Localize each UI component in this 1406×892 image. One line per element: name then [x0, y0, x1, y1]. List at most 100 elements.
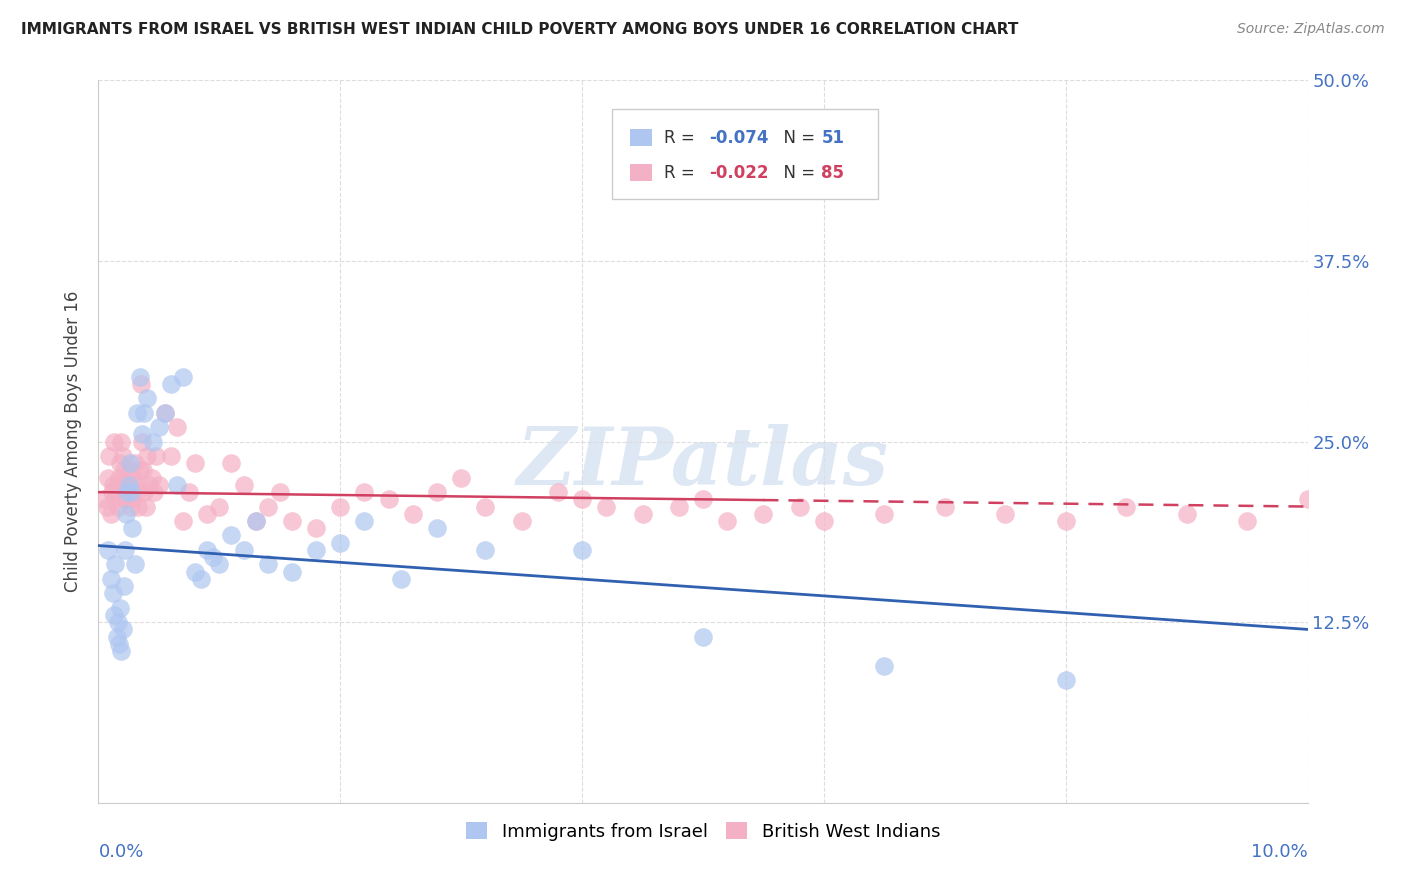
Point [134, 485, 156, 500]
Point [329, 535, 352, 549]
Point [571, 542, 593, 557]
Point [101, 478, 124, 492]
Point [98, 449, 121, 463]
Point [305, 521, 328, 535]
Point [111, 449, 134, 463]
Point [132, 463, 155, 477]
Point [131, 427, 153, 442]
Text: 10.0%: 10.0% [1251, 843, 1308, 861]
Point [160, 449, 183, 463]
Point [510, 514, 533, 528]
Point [111, 623, 134, 637]
Point [115, 507, 138, 521]
Point [160, 376, 183, 391]
Point [107, 500, 129, 514]
Point [595, 500, 617, 514]
Point [547, 485, 569, 500]
Point [135, 500, 157, 514]
Point [108, 637, 131, 651]
Point [153, 406, 176, 420]
FancyBboxPatch shape [630, 129, 652, 146]
Point [121, 492, 143, 507]
Point [813, 514, 835, 528]
Point [143, 485, 166, 500]
Point [221, 528, 243, 542]
Point [1236, 514, 1258, 528]
Point [873, 658, 896, 673]
Text: R =: R = [664, 128, 700, 146]
Point [716, 514, 738, 528]
Point [190, 572, 212, 586]
Point [184, 456, 207, 470]
Point [129, 376, 152, 391]
Point [110, 434, 132, 449]
Point [134, 406, 156, 420]
Text: 51: 51 [821, 128, 845, 146]
Text: ZIPatlas: ZIPatlas [517, 425, 889, 502]
Point [232, 478, 254, 492]
Point [122, 470, 145, 484]
Point [124, 558, 146, 572]
Point [114, 492, 136, 507]
Point [256, 558, 278, 572]
Point [148, 420, 170, 434]
Point [100, 507, 122, 521]
Point [153, 406, 176, 420]
Point [281, 514, 304, 528]
Point [135, 391, 157, 405]
Point [125, 478, 148, 492]
Point [256, 500, 278, 514]
Point [141, 470, 163, 484]
Point [117, 485, 139, 500]
Point [120, 485, 142, 500]
Point [269, 485, 291, 500]
Point [108, 456, 131, 470]
Point [450, 470, 472, 484]
Point [135, 449, 157, 463]
Point [692, 492, 714, 507]
Point [668, 500, 690, 514]
Point [426, 485, 449, 500]
Point [101, 586, 124, 600]
Point [118, 456, 141, 470]
Point [96, 500, 118, 514]
Point [179, 485, 201, 500]
Point [118, 478, 141, 492]
Point [117, 485, 139, 500]
Point [934, 500, 956, 514]
Point [93, 492, 115, 507]
Point [166, 420, 188, 434]
Text: R =: R = [664, 163, 700, 182]
Point [1357, 507, 1379, 521]
Point [107, 615, 129, 630]
Point [353, 485, 375, 500]
Point [789, 500, 811, 514]
Point [402, 507, 425, 521]
Point [631, 507, 654, 521]
Text: -0.022: -0.022 [709, 163, 769, 182]
Point [184, 565, 207, 579]
Point [994, 507, 1017, 521]
Point [305, 542, 328, 557]
Point [426, 521, 449, 535]
Point [97, 542, 120, 557]
Text: N =: N = [773, 163, 821, 182]
Point [281, 565, 304, 579]
Point [118, 463, 141, 477]
Point [124, 456, 146, 470]
Text: 0.0%: 0.0% [98, 843, 143, 861]
Point [166, 478, 188, 492]
Point [1054, 514, 1077, 528]
Point [245, 514, 267, 528]
Point [97, 470, 120, 484]
Point [127, 500, 149, 514]
Point [692, 630, 714, 644]
Point [142, 434, 165, 449]
Point [105, 485, 128, 500]
Point [752, 507, 775, 521]
Point [100, 485, 122, 500]
Point [103, 434, 125, 449]
Point [120, 500, 142, 514]
Y-axis label: Child Poverty Among Boys Under 16: Child Poverty Among Boys Under 16 [65, 291, 83, 592]
Point [112, 463, 135, 477]
